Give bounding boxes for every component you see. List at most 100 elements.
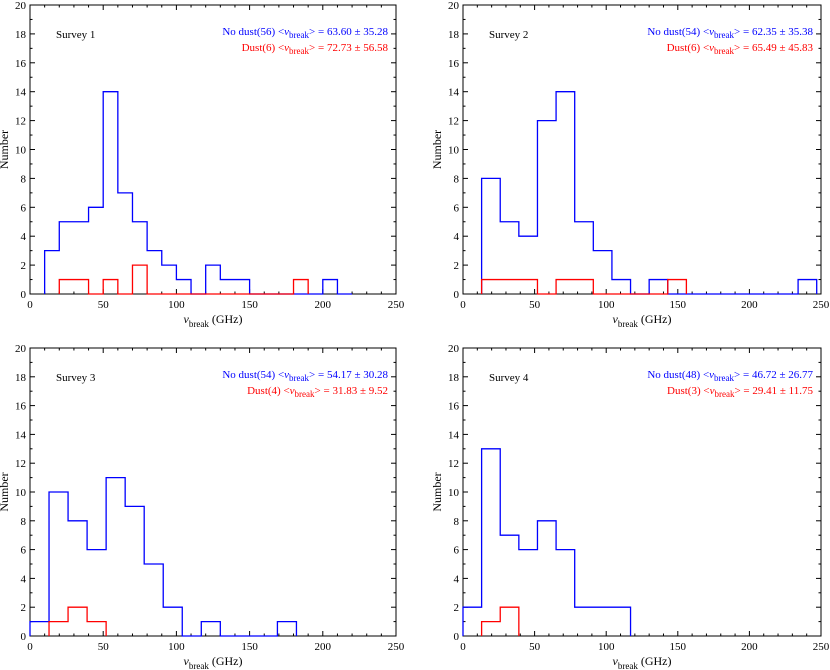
y-tick-label: 16 bbox=[448, 401, 460, 413]
legend-prefix: Dust(6) < bbox=[242, 42, 285, 54]
x-axis-subscript: break bbox=[189, 319, 209, 329]
y-tick-label: 6 bbox=[21, 202, 27, 214]
histogram-bin-nodust bbox=[593, 607, 612, 636]
histogram-bin-dust bbox=[668, 280, 687, 294]
x-axis-label: νbreak (GHz) bbox=[613, 312, 672, 329]
histogram-bin-nodust bbox=[612, 280, 631, 294]
x-tick-label: 150 bbox=[241, 641, 258, 653]
legend-subscript: break bbox=[289, 30, 309, 40]
histogram-step-nodust bbox=[29, 476, 298, 637]
legend-nodust: No dust(56) <νbreak> = 63.60 ± 35.28 bbox=[222, 26, 388, 40]
legend-suffix: > = 63.60 ± 35.28 bbox=[309, 26, 388, 38]
histogram-step-dust bbox=[480, 606, 520, 636]
y-tick-label: 20 bbox=[15, 343, 27, 355]
legend-subscript: break bbox=[714, 373, 734, 383]
x-tick-label: 200 bbox=[741, 299, 758, 311]
x-axis-label: νbreak (GHz) bbox=[184, 312, 243, 329]
x-tick-label: 150 bbox=[670, 299, 687, 311]
y-tick-label: 0 bbox=[21, 631, 27, 643]
survey-label: Survey 3 bbox=[56, 372, 96, 384]
x-tick-label: 50 bbox=[529, 299, 541, 311]
histogram-bin-nodust bbox=[556, 92, 575, 294]
x-tick-label: 100 bbox=[598, 299, 615, 311]
survey-label: Survey 4 bbox=[489, 372, 529, 384]
legend-symbol: ν bbox=[709, 369, 714, 381]
y-tick-label: 12 bbox=[15, 458, 26, 470]
y-tick-label: 0 bbox=[454, 289, 460, 301]
histogram-bin-nodust bbox=[519, 236, 538, 294]
y-tick-label: 14 bbox=[15, 87, 27, 99]
x-tick-label: 250 bbox=[388, 641, 405, 653]
y-tick-label: 12 bbox=[448, 458, 459, 470]
y-tick-label: 20 bbox=[448, 343, 460, 355]
histogram-step-nodust bbox=[480, 91, 818, 295]
y-tick-label: 6 bbox=[454, 545, 460, 557]
histogram-bin-nodust bbox=[220, 280, 235, 294]
legend-suffix: > = 29.41 ± 11.75 bbox=[734, 385, 813, 397]
histogram-bin-nodust bbox=[106, 478, 125, 636]
y-tick-label: 20 bbox=[15, 0, 27, 12]
histogram-bin-nodust bbox=[537, 121, 556, 294]
y-tick-label: 4 bbox=[21, 573, 27, 585]
histogram-bin-nodust bbox=[206, 265, 221, 294]
y-tick-label: 2 bbox=[21, 602, 27, 614]
histogram-bin-dust bbox=[500, 607, 519, 636]
histogram-bin-nodust bbox=[163, 607, 182, 636]
legend-prefix: No dust(54) < bbox=[647, 26, 709, 38]
legend-dust: Dust(4) <νbreak> = 31.83 ± 9.52 bbox=[247, 385, 388, 399]
histogram-bin-dust bbox=[556, 280, 575, 294]
histogram-bin-nodust bbox=[482, 178, 501, 294]
y-tick-label: 16 bbox=[448, 58, 460, 70]
y-tick-label: 18 bbox=[15, 372, 27, 384]
histogram-bin-nodust bbox=[323, 280, 338, 294]
histogram-bin-nodust bbox=[556, 550, 575, 636]
legend-symbol: ν bbox=[709, 26, 714, 38]
legend-prefix: No dust(54) < bbox=[222, 369, 284, 381]
histogram-bin-dust bbox=[49, 622, 68, 636]
y-tick-label: 6 bbox=[21, 545, 27, 557]
histogram-bin-nodust bbox=[30, 622, 49, 636]
histogram-bin-nodust bbox=[798, 280, 817, 294]
histogram-bin-dust bbox=[103, 280, 118, 294]
y-tick-label: 6 bbox=[454, 202, 460, 214]
x-axis-unit: (GHz) bbox=[638, 654, 672, 668]
histogram-bin-nodust bbox=[593, 251, 612, 294]
legend-symbol: ν bbox=[709, 42, 714, 54]
x-tick-label: 0 bbox=[460, 641, 466, 653]
histogram-panel-3: 0 50 100 150 200 25002468101214161820Numberνb… bbox=[0, 343, 405, 670]
legend-symbol: ν bbox=[290, 385, 295, 397]
histogram-bin-nodust bbox=[68, 521, 87, 636]
y-tick-label: 2 bbox=[454, 260, 460, 272]
histogram-bin-nodust bbox=[49, 492, 68, 636]
histogram-bin-nodust bbox=[144, 564, 163, 636]
y-tick-label: 18 bbox=[448, 372, 460, 384]
histogram-bin-dust bbox=[482, 280, 501, 294]
x-axis-subscript: break bbox=[618, 661, 638, 670]
histogram-bin-dust bbox=[132, 265, 147, 294]
histogram-panel-2: 0 50 100 150 200 25002468101214161820Numberνb… bbox=[430, 0, 830, 329]
y-tick-label: 14 bbox=[15, 429, 27, 441]
y-axis-label: Number bbox=[0, 472, 11, 511]
legend-prefix: No dust(56) < bbox=[222, 26, 284, 38]
histogram-bin-nodust bbox=[89, 207, 104, 294]
y-axis-label: Number bbox=[0, 130, 11, 169]
x-tick-label: 150 bbox=[241, 299, 258, 311]
y-tick-label: 4 bbox=[454, 231, 460, 243]
x-axis-symbol: ν bbox=[613, 654, 619, 668]
x-tick-label: 100 bbox=[168, 641, 185, 653]
y-tick-label: 0 bbox=[21, 289, 27, 301]
legend-dust: Dust(6) <νbreak> = 72.73 ± 56.58 bbox=[242, 42, 389, 56]
histogram-bin-nodust bbox=[45, 251, 60, 294]
x-tick-label: 150 bbox=[670, 641, 687, 653]
histogram-bin-nodust bbox=[87, 550, 106, 636]
histogram-bin-nodust bbox=[537, 521, 556, 636]
histogram-bin-dust bbox=[68, 607, 87, 636]
x-tick-label: 200 bbox=[315, 299, 332, 311]
x-axis-subscript: break bbox=[189, 661, 209, 670]
y-tick-label: 8 bbox=[454, 516, 460, 528]
x-tick-label: 250 bbox=[813, 641, 830, 653]
y-tick-label: 18 bbox=[15, 29, 27, 41]
x-axis-symbol: ν bbox=[613, 312, 619, 326]
histogram-bin-dust bbox=[59, 280, 74, 294]
legend-suffix: > = 54.17 ± 30.28 bbox=[309, 369, 388, 381]
